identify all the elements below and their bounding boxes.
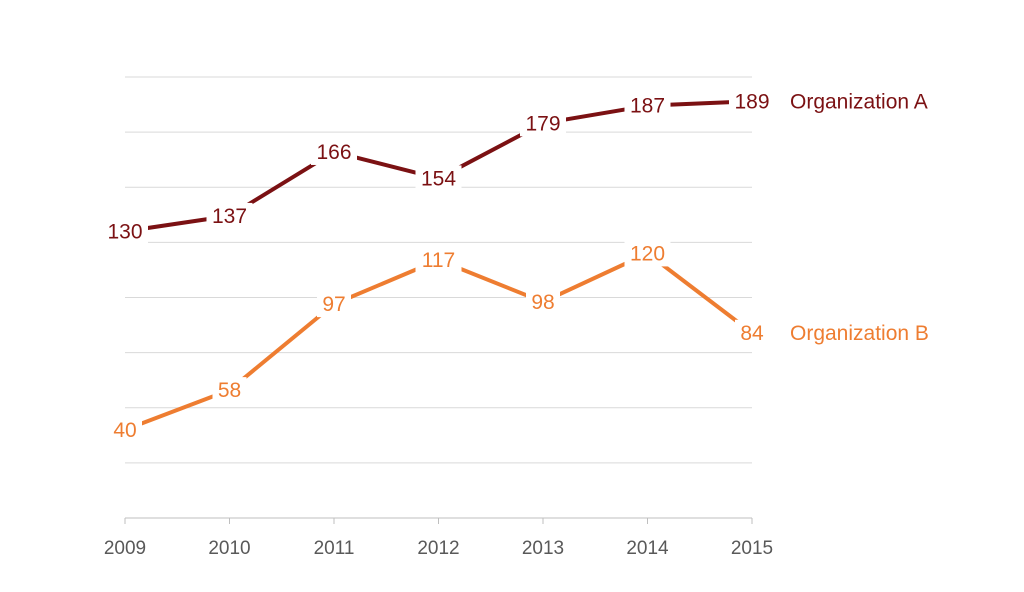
x-tick-label: 2015 — [731, 538, 773, 559]
data-label-bg — [735, 319, 769, 346]
data-label-bg — [526, 288, 560, 315]
data-label-bg — [206, 202, 253, 229]
data-label: 130 — [107, 220, 142, 243]
series-name-label: Organization A — [790, 90, 928, 113]
data-label: 40 — [113, 419, 136, 442]
series-b: 40 58 97 117 98 120 84 Organization B — [108, 240, 929, 443]
data-label: 154 — [421, 167, 456, 190]
data-label-bg — [311, 138, 357, 165]
data-label-bg — [415, 247, 462, 274]
data-label-bg — [520, 110, 566, 137]
data-label: 137 — [212, 205, 247, 228]
data-label: 58 — [218, 379, 241, 402]
x-tick-label: 2012 — [417, 538, 459, 559]
x-tick-label: 2009 — [104, 538, 146, 559]
data-label: 84 — [740, 322, 764, 345]
data-label-bg — [729, 88, 775, 115]
data-label-bg — [102, 218, 148, 245]
series-line — [123, 251, 754, 432]
data-label: 97 — [322, 293, 345, 316]
data-label-bg — [624, 240, 671, 267]
data-label-bg — [624, 92, 671, 119]
x-axis: 2009 2010 2011 2012 2013 2014 2015 — [104, 517, 773, 559]
data-label: 189 — [734, 90, 769, 113]
data-label-bg — [415, 165, 462, 192]
x-tick-label: 2013 — [522, 538, 564, 559]
series-name-label: Organization B — [790, 322, 929, 345]
data-label-bg — [212, 377, 247, 404]
data-label: 117 — [422, 249, 455, 272]
x-tick-label: 2010 — [208, 538, 250, 559]
series-layer: 130 137 166 154 179 187 189 Organization A 40 58 9… — [102, 88, 929, 443]
series-a: 130 137 166 154 179 187 189 Organization A — [102, 88, 928, 245]
data-label: 179 — [525, 112, 560, 135]
x-tick-label: 2011 — [314, 538, 355, 559]
x-tick-label: 2014 — [626, 538, 669, 559]
data-label-bg — [317, 291, 351, 318]
data-label: 187 — [630, 95, 665, 118]
data-label: 98 — [531, 291, 554, 314]
data-label: 120 — [630, 242, 665, 265]
data-label-bg — [108, 416, 142, 443]
data-label: 166 — [316, 141, 351, 164]
